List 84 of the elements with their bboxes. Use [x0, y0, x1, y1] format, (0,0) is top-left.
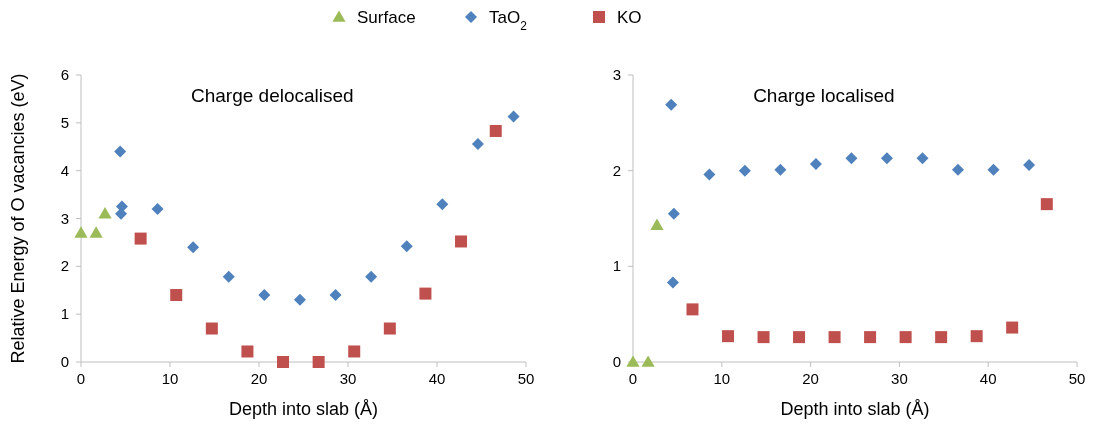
- x-axis-title: Depth into slab (Å): [780, 399, 930, 419]
- point: [626, 355, 640, 367]
- point: [329, 289, 342, 302]
- point: [277, 356, 290, 368]
- point: [293, 293, 306, 306]
- point: [774, 163, 787, 176]
- point: [348, 345, 361, 358]
- x-tick-label: 0: [628, 370, 638, 387]
- x-tick-label: 30: [339, 370, 357, 387]
- x-tick-label: 10: [713, 370, 731, 387]
- point: [880, 152, 893, 165]
- point: [703, 168, 716, 181]
- point: [641, 355, 655, 367]
- point: [365, 270, 378, 283]
- y-tick-label: 2: [612, 161, 621, 179]
- x-tick-label: 0: [76, 370, 86, 387]
- point: [809, 157, 822, 170]
- point: [1006, 321, 1019, 334]
- point: [436, 198, 449, 211]
- point: [241, 345, 254, 358]
- point: [134, 232, 147, 245]
- y-tick-label: 5: [60, 113, 69, 131]
- point: [935, 331, 948, 344]
- point: [89, 226, 103, 238]
- point: [98, 207, 112, 219]
- point: [845, 152, 858, 165]
- text: Charge delocalised: [191, 85, 354, 106]
- y-tick-label: 2: [60, 257, 69, 275]
- point: [74, 226, 88, 238]
- y-tick-label: 3: [60, 209, 69, 227]
- point: [471, 137, 484, 150]
- y-tick-label: 0: [60, 353, 69, 370]
- point: [828, 331, 841, 344]
- point: [1023, 158, 1036, 171]
- point: [916, 152, 929, 165]
- point: [222, 270, 235, 283]
- x-tick-label: 50: [517, 370, 535, 387]
- y-axis-title: Relative Energy of O vacancies (eV): [8, 73, 28, 364]
- point: [400, 240, 413, 253]
- legend-label: TaO$_{2}$: [489, 8, 528, 33]
- point: [258, 289, 271, 302]
- point: [455, 235, 468, 248]
- point: [489, 124, 502, 137]
- point: [666, 276, 679, 289]
- point: [650, 218, 664, 230]
- point: [419, 287, 432, 300]
- y-tick-label: 1: [60, 305, 69, 323]
- point: [970, 330, 983, 343]
- x-tick-label: 40: [428, 370, 446, 387]
- point: [114, 145, 127, 158]
- point: [187, 241, 200, 254]
- x-axis-title: Depth into slab (Å): [228, 399, 379, 419]
- point: [312, 356, 325, 368]
- legend-label: KO: [617, 8, 642, 27]
- point: [1040, 198, 1053, 211]
- point: [987, 163, 1000, 176]
- point: [205, 322, 218, 335]
- x-tick-label: 40: [979, 370, 997, 387]
- point: [383, 322, 396, 335]
- x-tick-label: 20: [250, 370, 268, 387]
- point: [507, 110, 520, 123]
- y-tick-label: 4: [60, 161, 69, 179]
- y-tick-label: 0: [612, 353, 621, 370]
- point: [864, 331, 877, 344]
- point: [793, 331, 806, 344]
- point: [722, 330, 735, 343]
- x-tick-label: 10: [161, 370, 179, 387]
- legend-label: Surface: [357, 8, 416, 27]
- point: [665, 98, 678, 111]
- point: [151, 202, 164, 215]
- point: [952, 163, 965, 176]
- text: Charge localised: [753, 85, 895, 106]
- point: [667, 207, 680, 220]
- y-tick-label: 3: [612, 66, 621, 83]
- point: [738, 164, 751, 177]
- point: [757, 331, 770, 344]
- x-tick-label: 20: [802, 370, 819, 387]
- x-tick-label: 50: [1068, 370, 1086, 387]
- point: [170, 289, 183, 302]
- point: [686, 303, 699, 316]
- y-tick-label: 6: [60, 66, 69, 83]
- point: [899, 331, 912, 344]
- y-tick-label: 1: [612, 257, 621, 275]
- x-tick-label: 30: [891, 370, 908, 387]
